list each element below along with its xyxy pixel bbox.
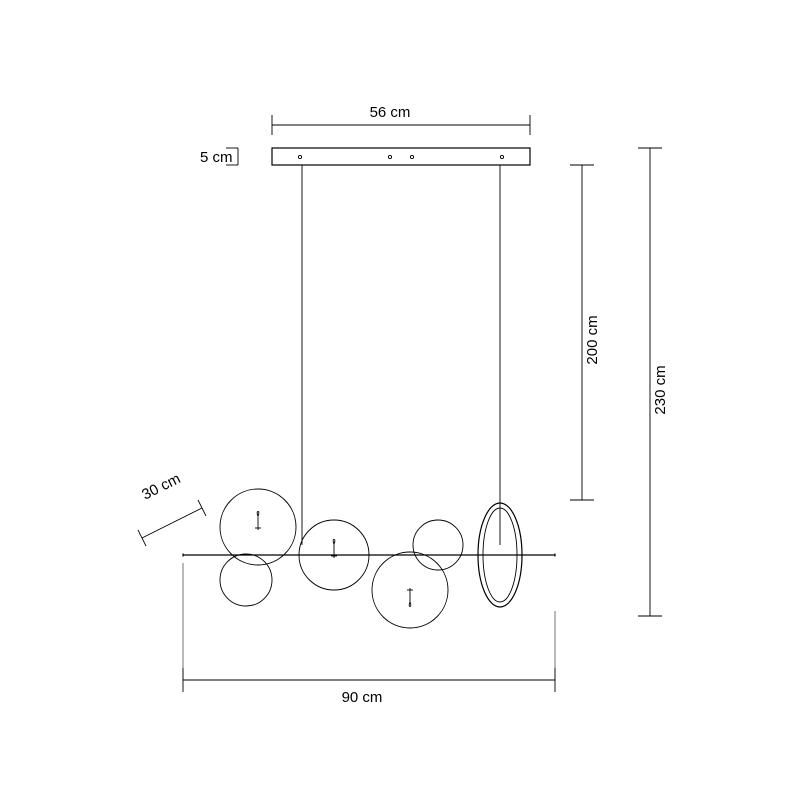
svg-text:56 cm: 56 cm [370, 104, 411, 121]
svg-text:200 cm: 200 cm [584, 315, 601, 364]
svg-text:30 cm: 30 cm [139, 470, 183, 503]
svg-text:230 cm: 230 cm [652, 365, 669, 414]
svg-text:90 cm: 90 cm [342, 689, 383, 706]
svg-text:5 cm: 5 cm [200, 149, 233, 166]
